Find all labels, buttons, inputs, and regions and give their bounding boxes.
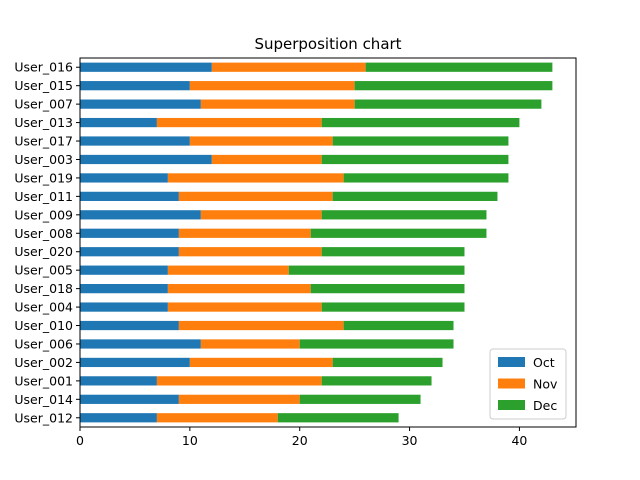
y-tick-label: User_003 <box>14 152 73 167</box>
x-tick-label: 30 <box>402 433 418 448</box>
bar-dec-user-018 <box>310 284 465 294</box>
bar-oct-user-018 <box>80 284 168 294</box>
axes-layer: 0 10 20 30 40 User_016 User_015 User_007 User_01… <box>14 57 577 448</box>
bar-oct-user-020 <box>80 247 179 257</box>
bar-oct-user-019 <box>80 173 168 183</box>
y-tick-label: User_014 <box>14 392 73 407</box>
y-tick-label: User_005 <box>14 263 73 278</box>
bar-oct-user-009 <box>80 210 201 220</box>
bar-dec-user-015 <box>354 81 553 91</box>
y-tick-label: User_009 <box>14 207 73 222</box>
bar-nov-user-020 <box>178 247 322 257</box>
y-tick-label: User_020 <box>14 244 73 259</box>
bar-oct-user-004 <box>80 302 168 312</box>
bar-nov-user-018 <box>167 284 311 294</box>
y-tick-label: User_002 <box>14 355 73 370</box>
bar-dec-user-005 <box>288 265 465 275</box>
plot-frame <box>79 57 577 428</box>
bar-nov-user-015 <box>189 81 355 91</box>
y-tick-label: User_012 <box>14 410 73 425</box>
bar-nov-user-012 <box>156 413 278 423</box>
y-tick-label: User_011 <box>14 189 73 204</box>
bar-oct-user-013 <box>80 117 157 128</box>
chart-title: Superposition chart <box>254 35 401 53</box>
y-tick-label: User_001 <box>14 373 73 388</box>
bar-dec-user-016 <box>365 62 553 72</box>
bar-dec-user-001 <box>321 376 432 386</box>
bar-oct-user-010 <box>80 320 179 331</box>
y-tick-label: User_008 <box>14 226 73 241</box>
bar-dec-user-007 <box>354 99 542 109</box>
bar-nov-user-019 <box>167 173 344 183</box>
bar-dec-user-012 <box>277 413 399 423</box>
bar-oct-user-012 <box>80 413 157 423</box>
legend-label-dec: Dec <box>533 398 557 413</box>
bar-oct-user-007 <box>80 99 201 109</box>
bar-dec-user-011 <box>332 191 498 201</box>
bar-dec-user-008 <box>310 228 487 238</box>
legend-label-oct: Oct <box>533 355 555 370</box>
x-tick-label: 20 <box>292 433 308 448</box>
y-tick-label: User_013 <box>14 115 73 130</box>
bar-oct-user-001 <box>80 376 157 386</box>
bar-nov-user-009 <box>200 210 322 220</box>
bar-nov-user-003 <box>211 154 322 165</box>
bar-oct-user-002 <box>80 357 190 368</box>
bars-layer <box>80 62 553 423</box>
bar-oct-user-008 <box>80 228 179 238</box>
legend: Oct Nov Dec <box>489 348 567 420</box>
y-tick-label: User_016 <box>14 60 73 75</box>
legend-label-nov: Nov <box>533 377 558 392</box>
bar-nov-user-005 <box>167 265 289 275</box>
bar-dec-user-010 <box>343 320 454 331</box>
bar-nov-user-004 <box>167 302 322 312</box>
bar-dec-user-017 <box>332 136 509 146</box>
y-tick-label: User_010 <box>14 318 73 333</box>
bar-nov-user-001 <box>156 376 322 386</box>
bar-nov-user-007 <box>200 99 355 109</box>
bar-oct-user-003 <box>80 154 212 165</box>
bar-dec-user-006 <box>299 339 454 349</box>
bar-dec-user-009 <box>321 210 487 220</box>
bar-oct-user-014 <box>80 394 179 404</box>
bar-dec-user-004 <box>321 302 465 312</box>
bar-nov-user-016 <box>211 62 366 72</box>
bar-nov-user-013 <box>156 117 322 128</box>
legend-swatch-oct <box>498 357 525 367</box>
y-tick-label: User_015 <box>14 78 73 93</box>
bar-oct-user-015 <box>80 81 190 91</box>
x-tick-label: 40 <box>511 433 527 448</box>
bar-nov-user-010 <box>178 320 344 331</box>
x-tick-label: 0 <box>76 433 84 448</box>
bar-dec-user-020 <box>321 247 465 257</box>
bar-oct-user-005 <box>80 265 168 275</box>
x-tick-label: 10 <box>182 433 198 448</box>
bar-oct-user-017 <box>80 136 190 146</box>
y-tick-label: User_006 <box>14 336 73 351</box>
y-tick-label: User_018 <box>14 281 73 296</box>
legend-swatch-nov <box>498 378 525 389</box>
y-tick-label: User_019 <box>14 170 73 185</box>
bar-nov-user-002 <box>189 357 333 368</box>
bar-oct-user-016 <box>80 62 212 72</box>
bar-oct-user-006 <box>80 339 201 349</box>
bar-dec-user-002 <box>332 357 443 368</box>
bar-dec-user-003 <box>321 154 509 165</box>
bar-nov-user-017 <box>189 136 333 146</box>
bar-nov-user-008 <box>178 228 311 238</box>
y-tick-label: User_007 <box>14 97 73 112</box>
bar-dec-user-019 <box>343 173 509 183</box>
bar-dec-user-014 <box>299 394 421 404</box>
bar-nov-user-006 <box>200 339 300 349</box>
bar-dec-user-013 <box>321 117 520 128</box>
y-tick-label: User_017 <box>14 134 73 149</box>
bar-nov-user-011 <box>178 191 333 201</box>
bar-oct-user-011 <box>80 191 179 201</box>
y-tick-label: User_004 <box>14 300 73 315</box>
legend-swatch-dec <box>498 400 525 410</box>
bar-nov-user-014 <box>178 394 300 404</box>
